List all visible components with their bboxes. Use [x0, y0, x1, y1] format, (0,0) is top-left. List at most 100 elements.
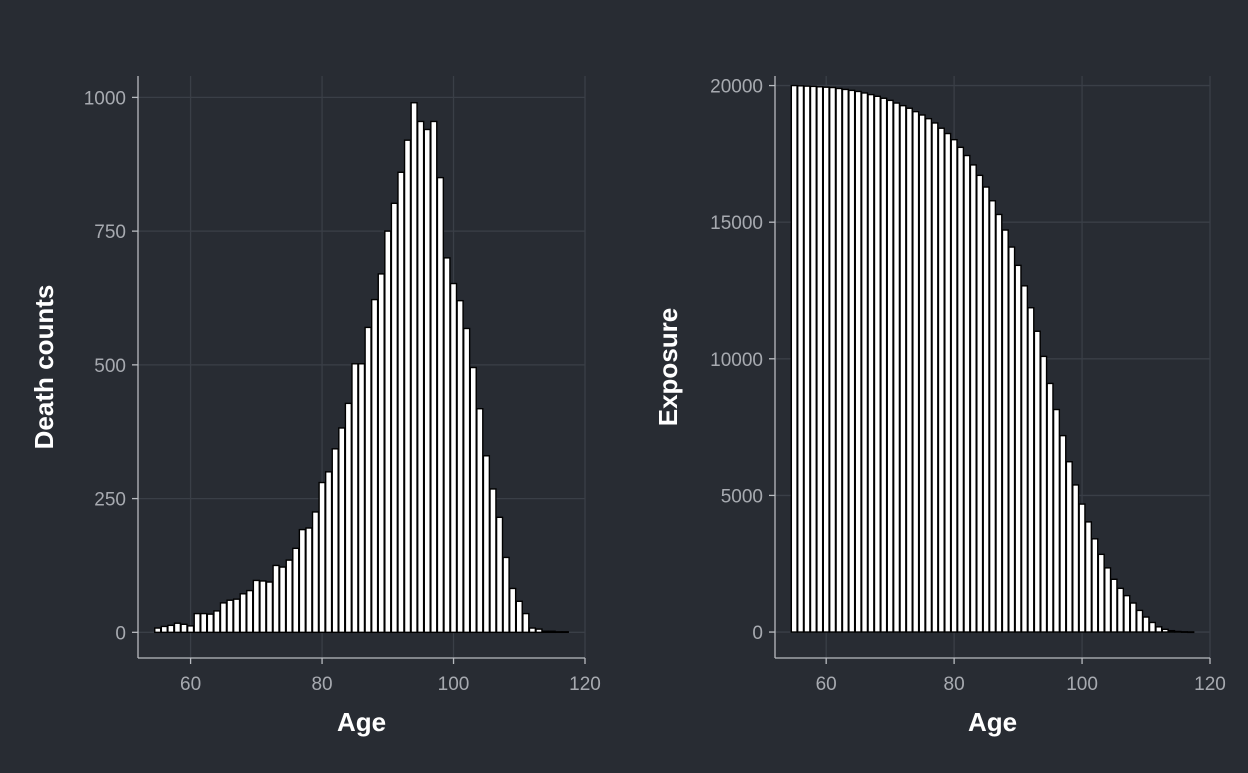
exposure-bar	[1020, 285, 1029, 633]
exposure-x-axis-title: Age	[968, 707, 1017, 737]
death-bar	[206, 613, 214, 634]
death-bar	[417, 120, 425, 634]
death-bar	[397, 171, 405, 634]
death-bar	[259, 580, 267, 634]
exposure-bar	[1187, 631, 1195, 634]
exposure-x-tick-label: 100	[1066, 674, 1098, 695]
exposure-bar	[790, 84, 798, 633]
exposure-panel: 60 80 100 120 0 5000 10000 15000 20000 Age Exposur…	[653, 76, 1226, 737]
exposure-bar	[1014, 264, 1022, 633]
death-bar	[226, 599, 234, 634]
exposure-bar	[1161, 628, 1169, 633]
exposure-bar	[848, 89, 856, 633]
exposure-bar	[880, 97, 888, 633]
death-bar	[324, 471, 333, 634]
exposure-bar	[969, 164, 977, 633]
death-counts-panel: 60 80 100 120 0 250 500 750 1000 Age Death counts	[29, 76, 601, 737]
exposure-y-tick-label: 5000	[721, 486, 763, 507]
exposure-bar	[1110, 578, 1118, 633]
exposure-bar	[1065, 461, 1073, 633]
death-bar	[239, 593, 247, 634]
exposure-bar	[1097, 553, 1105, 633]
exposure-bar	[854, 90, 862, 633]
exposure-x-tick-label: 120	[1194, 674, 1226, 695]
exposure-bar	[912, 110, 920, 633]
death-x-tick-label: 60	[180, 674, 201, 695]
exposure-x-tick-label: 60	[816, 674, 837, 695]
death-bar	[502, 556, 510, 634]
exposure-bar	[931, 122, 939, 633]
death-bar	[535, 628, 543, 634]
death-bar	[489, 488, 497, 634]
death-bar	[200, 612, 208, 634]
death-bar	[403, 139, 412, 634]
death-x-axis-title: Age	[337, 707, 386, 737]
death-y-tick-label: 250	[94, 490, 126, 511]
exposure-bar	[1008, 246, 1016, 633]
death-bar	[509, 587, 517, 634]
exposure-bar	[828, 86, 837, 633]
exposure-y-tick-label: 0	[752, 623, 763, 644]
death-bar	[272, 564, 280, 634]
exposure-bar	[1142, 616, 1150, 633]
exposure-bar	[950, 138, 958, 633]
death-bar	[377, 273, 385, 634]
exposure-bar	[963, 154, 971, 633]
exposure-y-axis-title: Exposure	[653, 308, 683, 427]
death-x-tick-label: 120	[569, 674, 601, 695]
exposure-bar	[1059, 434, 1067, 633]
death-bar	[528, 627, 537, 634]
exposure-bar	[1040, 355, 1048, 633]
exposure-bar	[976, 174, 984, 633]
exposure-bar	[905, 107, 913, 633]
death-bar	[219, 602, 228, 634]
exposure-bar	[1091, 538, 1099, 633]
death-bar	[167, 624, 175, 634]
death-bar	[213, 610, 221, 634]
exposure-y-tick-label: 15000	[710, 213, 763, 234]
death-bar	[522, 612, 530, 634]
exposure-bar	[809, 85, 817, 633]
exposure-bar	[1052, 408, 1061, 633]
exposure-bar	[899, 104, 907, 633]
death-bar	[495, 516, 504, 634]
death-bar	[370, 298, 379, 634]
death-bar	[515, 600, 523, 634]
death-y-tick-label: 750	[94, 222, 126, 243]
death-bar	[384, 230, 392, 634]
death-bar	[338, 427, 346, 634]
exposure-bar	[873, 95, 881, 633]
death-y-tick-label: 1000	[84, 88, 126, 109]
death-bar	[555, 631, 563, 634]
death-bar	[311, 511, 320, 634]
exposure-x-tick-label: 80	[944, 674, 965, 695]
death-bar	[463, 327, 471, 634]
death-x-tick-label: 80	[311, 674, 332, 695]
death-x-tick-label: 100	[438, 674, 470, 695]
exposure-bar	[937, 127, 945, 633]
exposure-bar	[1046, 382, 1054, 633]
death-bar	[364, 326, 372, 634]
exposure-bar	[860, 92, 869, 633]
exposure-bar	[797, 85, 805, 633]
death-bar	[476, 408, 484, 634]
death-bar	[469, 366, 477, 634]
exposure-bar	[1174, 630, 1182, 633]
exposure-bar	[816, 86, 824, 633]
death-bar	[232, 598, 241, 634]
death-bar	[246, 589, 254, 634]
death-bar	[285, 559, 293, 634]
death-bar	[410, 102, 418, 634]
death-bar	[344, 402, 353, 634]
death-bar	[443, 257, 451, 634]
exposure-bar	[1027, 307, 1035, 633]
death-y-tick-label: 0	[115, 623, 126, 644]
death-bar	[252, 579, 260, 634]
exposure-bar	[1104, 567, 1112, 633]
death-bar	[561, 631, 569, 634]
exposure-bar	[841, 88, 849, 633]
death-bar	[390, 202, 399, 634]
exposure-bar	[944, 132, 952, 633]
